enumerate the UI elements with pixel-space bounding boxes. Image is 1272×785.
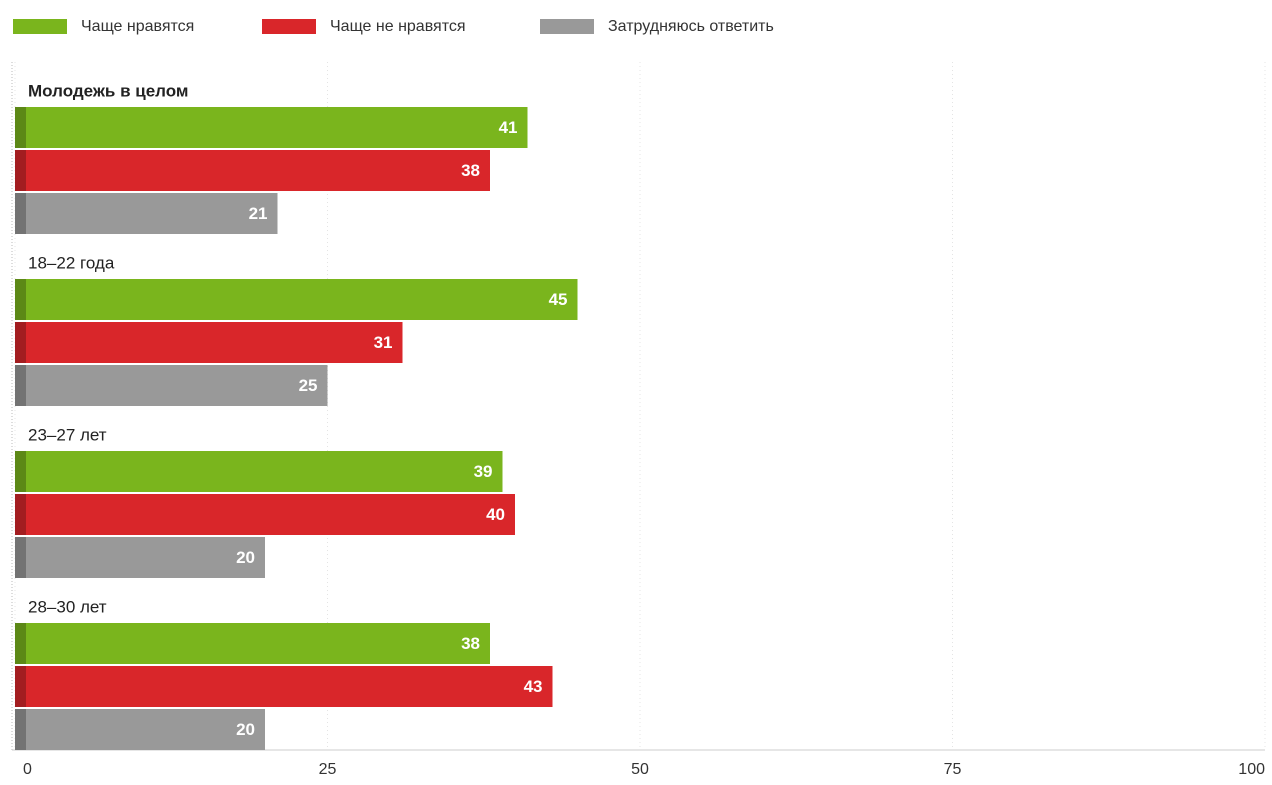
bar-edge — [15, 623, 26, 664]
group-label: 18–22 года — [28, 253, 115, 272]
legend-label: Чаще нравятся — [81, 18, 194, 35]
bar-edge — [15, 451, 26, 492]
x-tick-label: 75 — [944, 761, 962, 778]
value-label: 39 — [474, 462, 493, 481]
bar — [15, 107, 528, 148]
bar — [15, 666, 553, 707]
value-label: 31 — [374, 333, 393, 352]
value-label: 41 — [499, 118, 518, 137]
x-tick-label: 50 — [631, 761, 649, 778]
value-label: 25 — [299, 376, 318, 395]
legend-swatch — [262, 19, 316, 34]
bar — [15, 451, 503, 492]
x-tick-label: 0 — [23, 761, 32, 778]
value-label: 38 — [461, 634, 480, 653]
x-tick-label: 100 — [1238, 761, 1265, 778]
value-label: 20 — [236, 720, 255, 739]
bar-edge — [15, 279, 26, 320]
bar — [15, 150, 490, 191]
legend-label: Чаще не нравятся — [330, 18, 466, 35]
bar-edge — [15, 150, 26, 191]
bar-edge — [15, 193, 26, 234]
group-label: Молодежь в целом — [28, 81, 189, 100]
bar-edge — [15, 494, 26, 535]
bar-edge — [15, 107, 26, 148]
bar — [15, 623, 490, 664]
bar-edge — [15, 709, 26, 750]
legend-label: Затрудняюсь ответить — [608, 18, 774, 35]
group-label: 28–30 лет — [28, 597, 107, 616]
value-label: 43 — [524, 677, 543, 696]
bar-edge — [15, 666, 26, 707]
bar — [15, 322, 403, 363]
value-label: 38 — [461, 161, 480, 180]
bar-edge — [15, 322, 26, 363]
bar — [15, 279, 578, 320]
x-tick-label: 25 — [319, 761, 337, 778]
value-label: 20 — [236, 548, 255, 567]
bar — [15, 365, 328, 406]
bar — [15, 494, 515, 535]
group-label: 23–27 лет — [28, 425, 107, 444]
legend-swatch — [540, 19, 594, 34]
bar — [15, 193, 278, 234]
value-label: 40 — [486, 505, 505, 524]
value-label: 21 — [249, 204, 268, 223]
bar-edge — [15, 537, 26, 578]
legend-swatch — [13, 19, 67, 34]
bar — [15, 537, 265, 578]
bar — [15, 709, 265, 750]
value-label: 45 — [549, 290, 568, 309]
bar-edge — [15, 365, 26, 406]
